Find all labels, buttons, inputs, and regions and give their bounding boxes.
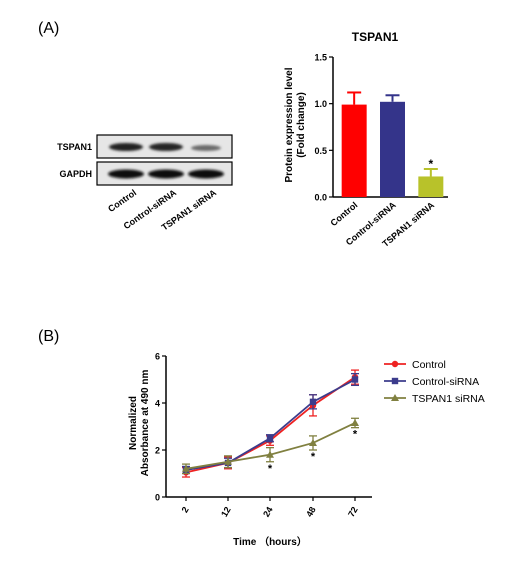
panel-label-b: (B) [38,328,60,345]
line-significance: * [353,429,358,441]
line-x-tick-label: 2 [180,505,191,514]
bar-y-tick-label: 1.0 [314,99,327,109]
line-point-control-sirna [266,435,274,442]
line-x-tick-label: 72 [346,505,360,519]
line-point-tspan1-sirna [309,438,317,446]
blot-band-gapdh-control [108,169,144,179]
legend-marker-control-sirna [391,377,399,385]
panel-label-a: (A) [38,20,60,37]
line-point-control-sirna [351,376,359,383]
line-point-control-sirna [309,398,317,406]
blot-band-label-tspan1: TSPAN1 [57,142,92,152]
blot-band-gapdh-control-sirna [148,169,184,179]
legend-marker-tspan1-sirna [391,394,399,401]
blot-band-gapdh-tspan1-sirna [188,169,224,179]
blot-box-tspan1 [96,134,233,159]
line-chart-ylabel-line2: Absorbance at 490 nm [140,370,151,477]
line-x-tick-label: 12 [219,505,233,519]
line-chart-xlabel: Time （hours） [233,535,307,548]
legend-marker-control [391,360,399,368]
blot-band-tspan1-tspan1-sirna [191,145,221,151]
line-point-tspan1-sirna [266,450,274,458]
bar-y-tick-label: 0.0 [314,193,327,203]
bar-chart-ylabel-line1: Protein expression level [284,67,295,182]
legend-label-control: Control [412,359,446,371]
bar-control-sirna [380,101,405,197]
blot-band-label-gapdh: GAPDH [59,169,92,179]
bar-y-tick-label: 0.5 [314,146,327,156]
line-point-tspan1-sirna [351,418,359,426]
line-y-tick-label: 2 [155,446,160,456]
blot-band-tspan1-control [109,143,143,151]
line-y-tick-label: 0 [155,493,160,503]
bar-tspan1-sirna [418,176,444,197]
line-y-tick-label: 6 [155,352,160,362]
blot-band-tspan1-control-sirna [149,143,183,151]
legend-label-tspan1-sirna: TSPAN1 siRNA [412,393,485,405]
line-significance: * [311,451,316,463]
line-point-tspan1-sirna [182,464,190,472]
bar-significance-tspan1-sirna: * [428,157,433,171]
line-chart-ylabel-line1: Normalized [128,396,139,450]
line-y-tick-label: 4 [155,399,160,409]
blot-box-gapdh [96,161,233,186]
line-x-tick-label: 48 [304,505,318,519]
line-x-tick-label: 24 [261,505,275,519]
line-point-tspan1-sirna [224,457,232,465]
bar-chart-ylabel-line2: (Fold change) [296,92,307,158]
bar-control [341,104,367,197]
line-significance: * [268,463,273,475]
bar-y-tick-label: 1.5 [314,53,327,63]
bar-chart-title: TSPAN1 [352,30,399,44]
legend-label-control-sirna: Control-siRNA [412,376,479,388]
